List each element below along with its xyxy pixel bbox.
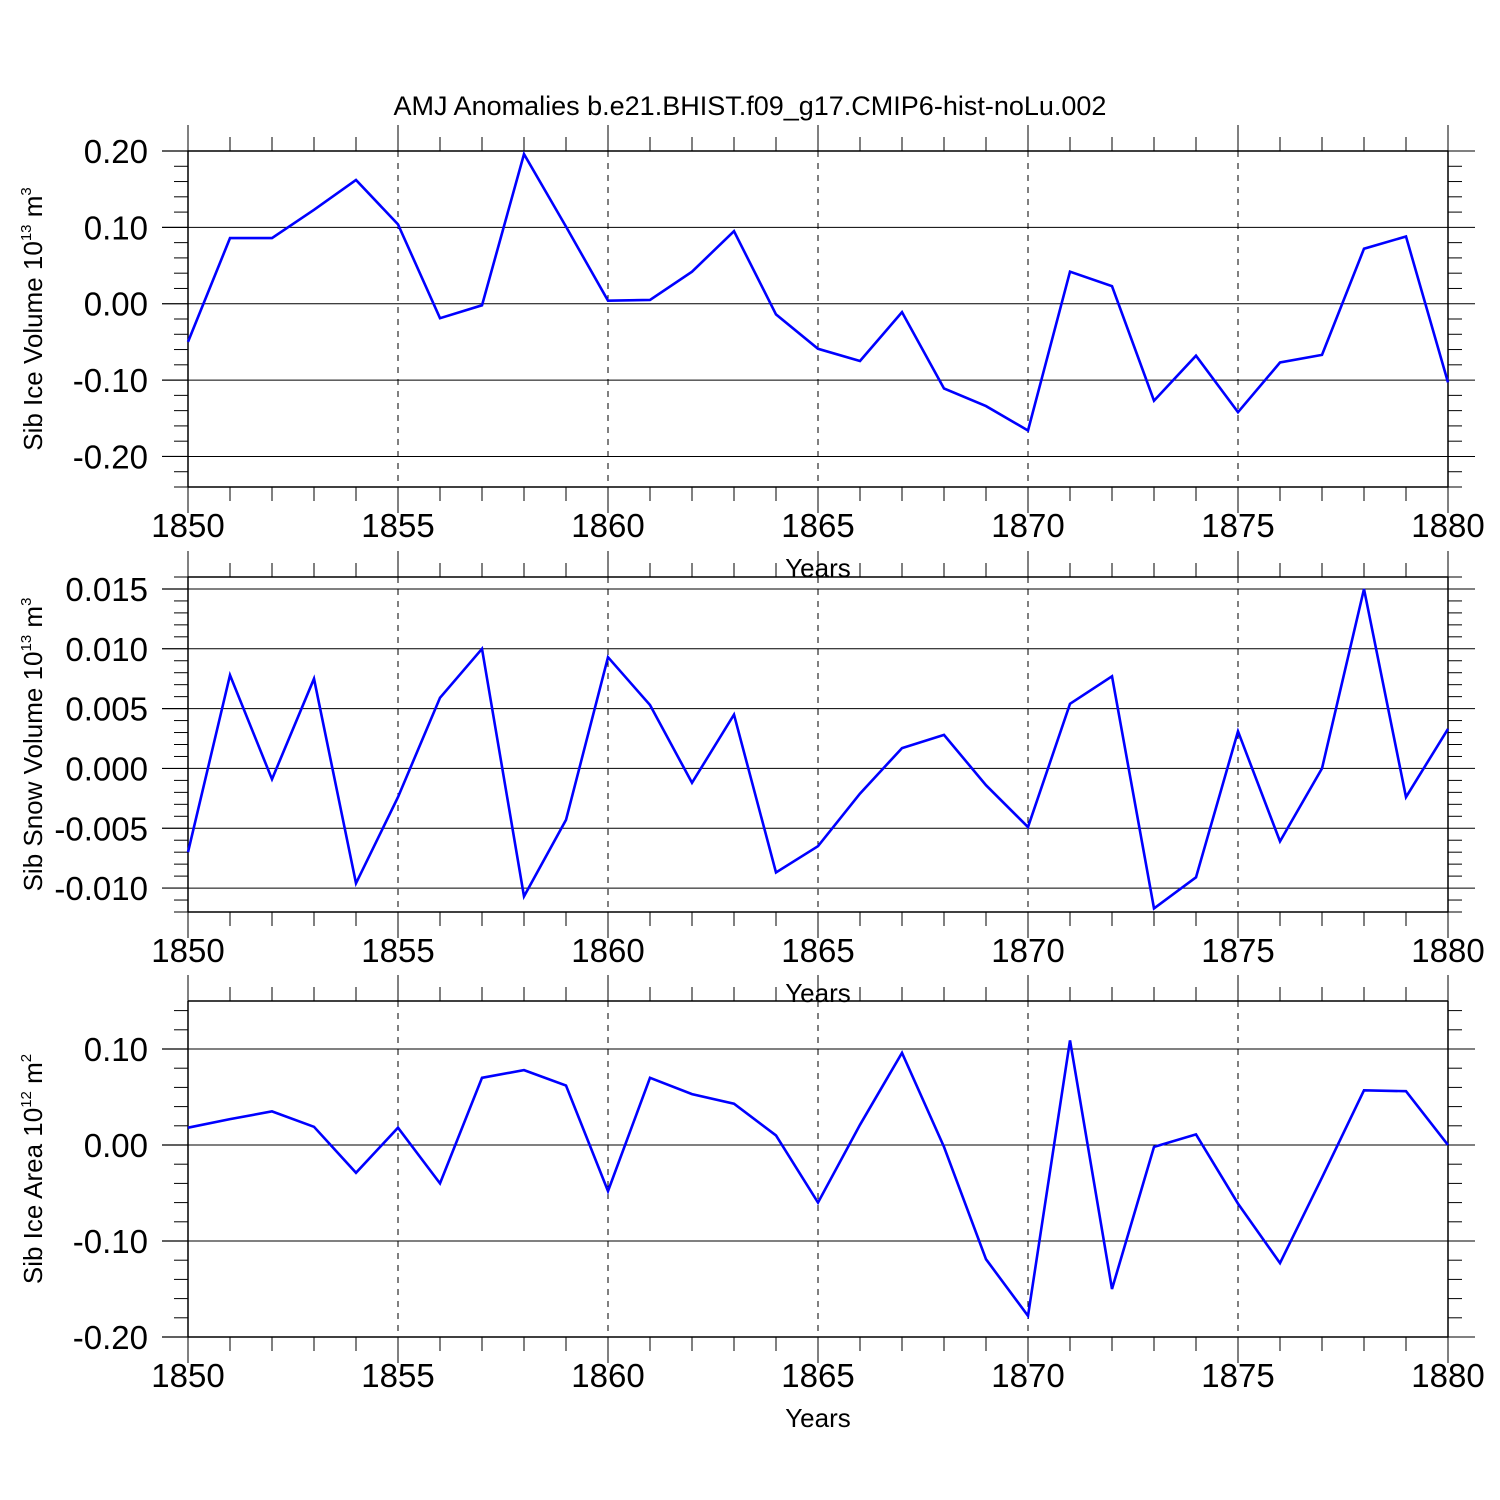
x-axis-title: Years: [785, 1403, 851, 1433]
x-tick-label: 1875: [1201, 507, 1274, 544]
y-axis-title-superscript: 13: [18, 224, 35, 241]
x-tick-label: 1875: [1201, 932, 1274, 969]
y-tick-label: -0.10: [73, 1223, 148, 1260]
x-tick-label: 1850: [151, 507, 224, 544]
x-tick-label: 1865: [781, 1357, 854, 1394]
x-tick-label: 1865: [781, 507, 854, 544]
x-tick-label: 1860: [571, 1357, 644, 1394]
x-tick-label: 1880: [1411, 1357, 1484, 1394]
y-tick-label: -0.010: [54, 870, 148, 907]
y-tick-label: 0.010: [65, 631, 148, 668]
figure-title: AMJ Anomalies b.e21.BHIST.f09_g17.CMIP6-…: [394, 91, 1107, 121]
x-tick-label: 1855: [361, 1357, 434, 1394]
y-axis-title-part: Sib Ice Area 10: [18, 1108, 48, 1284]
x-tick-label: 1870: [991, 1357, 1064, 1394]
y-tick-label: 0.20: [84, 133, 148, 170]
y-tick-label: 0.00: [84, 286, 148, 323]
y-axis-title-part: Sib Ice Volume 10: [18, 241, 48, 451]
y-tick-label: 0.00: [84, 1127, 148, 1164]
y-axis-title-superscript: 3: [18, 598, 35, 606]
y-axis-title-superscript: 2: [18, 1054, 35, 1062]
y-tick-label: 0.10: [84, 1031, 148, 1068]
y-axis-title-part: m: [18, 196, 48, 225]
y-axis-title: Sib Ice Area 1012 m2: [18, 1054, 48, 1284]
y-axis-title-superscript: 3: [18, 187, 35, 195]
panel-ice-area: 1850 1855 1860 1865 1870 1875 1880 -0.20 -0.10 0.…: [18, 975, 1485, 1433]
y-axis-title-part: m: [18, 606, 48, 635]
x-tick-label: 1855: [361, 507, 434, 544]
panel-ice-volume: 1850 1855 1860 1865 1870 1875 1880 -0.20 -0.10 0.…: [18, 125, 1485, 583]
panels: 1850 1855 1860 1865 1870 1875 1880 -0.20 -0.10 0.…: [18, 125, 1485, 1433]
y-tick-label: 0.10: [84, 209, 148, 246]
x-tick-label: 1875: [1201, 1357, 1274, 1394]
x-tick-label: 1870: [991, 507, 1064, 544]
x-tick-label: 1870: [991, 932, 1064, 969]
x-tick-label: 1880: [1411, 932, 1484, 969]
y-tick-label: 0.015: [65, 571, 148, 608]
x-tick-label: 1860: [571, 507, 644, 544]
y-axis-title-superscript: 12: [18, 1091, 35, 1108]
panel-snow-volume: 1850 1855 1860 1865 1870 1875 1880 -0.010 -0.005…: [18, 551, 1485, 1008]
y-axis-title: Sib Snow Volume 1013 m3: [18, 598, 48, 892]
x-tick-label: 1865: [781, 932, 854, 969]
y-tick-label: -0.20: [73, 438, 148, 475]
x-tick-label: 1860: [571, 932, 644, 969]
x-tick-label: 1850: [151, 1357, 224, 1394]
x-tick-label: 1880: [1411, 507, 1484, 544]
x-tick-label: 1855: [361, 932, 434, 969]
y-tick-label: -0.20: [73, 1319, 148, 1356]
y-axis-title-superscript: 13: [18, 635, 35, 652]
y-axis-title-part: m: [18, 1062, 48, 1091]
y-tick-label: 0.005: [65, 691, 148, 728]
y-tick-label: 0.000: [65, 750, 148, 787]
x-tick-label: 1850: [151, 932, 224, 969]
y-tick-label: -0.005: [54, 810, 148, 847]
y-axis-title-part: Sib Snow Volume 10: [18, 651, 48, 891]
y-tick-label: -0.10: [73, 362, 148, 399]
y-axis-title: Sib Ice Volume 1013 m3: [18, 187, 48, 451]
